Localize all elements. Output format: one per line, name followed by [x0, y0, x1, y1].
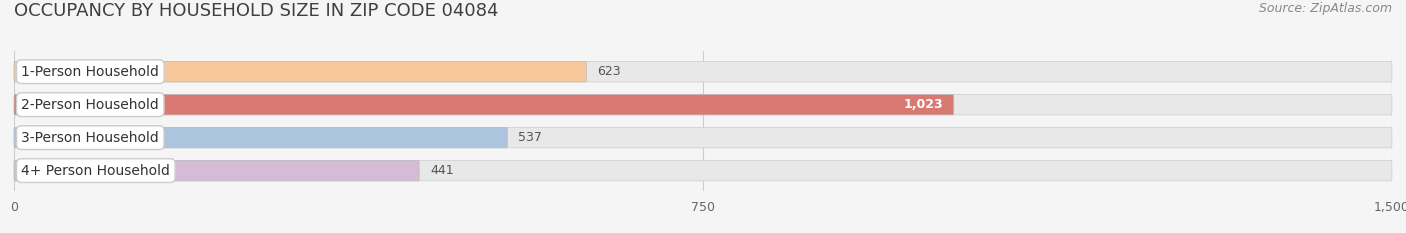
Text: 441: 441	[430, 164, 454, 177]
FancyBboxPatch shape	[14, 62, 586, 82]
FancyBboxPatch shape	[14, 62, 1392, 82]
Text: 1,023: 1,023	[903, 98, 943, 111]
FancyBboxPatch shape	[14, 127, 1392, 148]
Text: 623: 623	[598, 65, 621, 78]
Text: OCCUPANCY BY HOUSEHOLD SIZE IN ZIP CODE 04084: OCCUPANCY BY HOUSEHOLD SIZE IN ZIP CODE …	[14, 2, 499, 20]
FancyBboxPatch shape	[14, 160, 419, 181]
Text: 4+ Person Household: 4+ Person Household	[21, 164, 170, 178]
Text: Source: ZipAtlas.com: Source: ZipAtlas.com	[1258, 2, 1392, 15]
Text: 537: 537	[519, 131, 543, 144]
FancyBboxPatch shape	[14, 94, 953, 115]
FancyBboxPatch shape	[14, 160, 1392, 181]
Text: 2-Person Household: 2-Person Household	[21, 98, 159, 112]
FancyBboxPatch shape	[14, 127, 508, 148]
FancyBboxPatch shape	[14, 94, 1392, 115]
Text: 3-Person Household: 3-Person Household	[21, 131, 159, 145]
Text: 1-Person Household: 1-Person Household	[21, 65, 159, 79]
